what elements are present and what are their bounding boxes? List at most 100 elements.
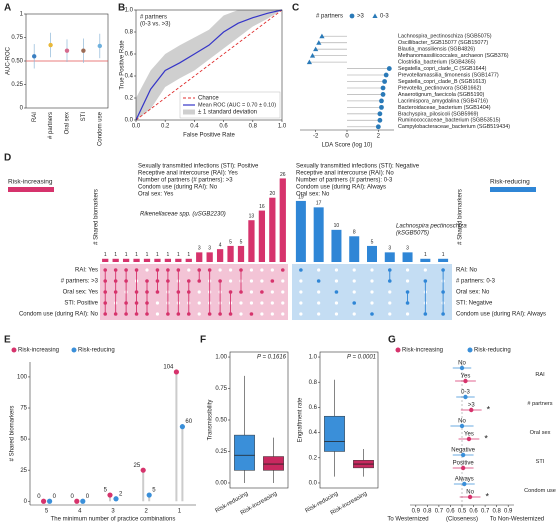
y-tick-label: 1.0 [309,355,318,361]
matrix-dot-filled [134,312,139,316]
x-tick-label: Oral sex [65,112,71,134]
axis-title: AUC-ROC [6,46,12,75]
description: Receptive anal intercourse (RAI): No [296,171,394,177]
level-label: Yes [464,432,474,438]
row-label: Oral sex: Yes [63,290,98,296]
axis-title: Engraftment rate [298,397,304,442]
marker [377,117,383,123]
box [324,415,345,452]
matrix-dot-filled [334,290,339,294]
matrix-dot [423,268,427,272]
row-label: # partners: 0-3 [456,279,496,285]
matrix-dot-filled [186,279,191,283]
matrix-dot [218,268,222,272]
axis-title: Transmissibility [208,400,214,441]
category-label: Prevotella_pectinovora (SGB1662) [398,85,482,91]
bar [295,200,306,262]
matrix-dot [155,301,160,305]
value-label: 3 [198,246,201,252]
value-label: 19 [298,194,304,200]
matrix-dot [388,312,392,316]
matrix-dot-filled [134,301,139,305]
axis-title: False Positive Rate [183,133,235,139]
matrix-dot-filled [249,312,254,316]
category-label: Ruminococcaceae_bacterium (SGB53515) [398,118,501,124]
point [97,43,103,49]
y-tick-label: 0.50 [215,418,227,424]
point [48,42,53,48]
bar [133,258,140,262]
matrix-dot [299,312,303,316]
point [463,394,468,400]
level-label: Negative [451,448,475,454]
marker [319,33,325,39]
annotation: Lachnospira pectinoschiza [396,224,467,230]
annotation: (kSGB5075) [396,231,429,237]
marker [313,46,319,52]
axis-title: True Positive Rate [120,40,126,90]
group-label: RAI [535,372,545,378]
matrix-dot [405,312,410,316]
matrix-dot [228,279,233,283]
legend-swatch [183,109,195,115]
level-label: Yes [461,374,471,380]
y-tick-label: 0.8 [309,380,318,386]
point [460,465,466,471]
p-value: P = 0.1616 [257,355,287,361]
matrix-dot [281,290,285,294]
value-label: 4 [219,242,222,248]
x-tick-label: 0.6 [469,509,478,515]
x-tick-label: 0.9 [504,509,513,515]
category-label: Lacrimispora_amygdalina (SGB4716) [398,98,488,104]
point [459,423,465,429]
matrix-dot-filled [124,268,128,272]
matrix-dot [405,268,410,272]
value-label: 5 [371,239,374,245]
point [463,378,468,384]
x-tick-label: # partners [48,112,54,139]
group-label: STI [536,459,545,465]
point [80,498,86,504]
y-tick-label: 0.6 [125,52,134,58]
value-label: 16 [259,204,265,210]
value-label: 0 [70,494,74,500]
point [179,424,185,430]
y-tick-label: 1.0 [125,8,134,14]
legend-label: 0-3 [380,14,389,20]
y-tick-label: 75 [20,406,27,412]
y-tick-label: 0.75 [11,35,23,41]
matrix-dot-filled [166,268,170,272]
legend-swatch [8,187,54,192]
matrix-dot [388,301,392,305]
matrix-dot [249,279,254,283]
matrix-dot-filled [103,301,108,305]
x-tick-label: 0 [345,134,349,140]
axis-title: To Non-Westernized [490,517,544,523]
bar [196,252,203,262]
description: Number of partners (# partners): >3 [138,178,233,184]
bar [102,258,109,262]
value-label: 5 [229,239,232,245]
bar [227,245,234,262]
x-tick-label: 0.6 [446,509,455,515]
matrix-background [100,264,288,320]
bar [237,245,245,262]
point [41,498,47,504]
panel-label: E [4,335,11,346]
legend-label: >3 [357,14,365,20]
point [460,452,466,458]
y-tick-label: 1.00 [215,355,227,361]
value-label: 10 [334,223,340,229]
group-label: # partners [527,401,552,407]
y-tick-label: 0.8 [125,30,134,36]
y-tick-label: 0.6 [309,405,318,411]
matrix-dot [260,301,264,305]
axis-title: # Shared biomarkers [10,406,16,462]
point [459,365,465,371]
matrix-dot [197,290,201,294]
matrix-dot-filled [124,312,128,316]
matrix-dot-filled [113,312,118,316]
legend-label: Chance [198,96,219,102]
matrix-dot-filled [113,279,118,283]
x-tick-label: 2 [377,134,381,140]
